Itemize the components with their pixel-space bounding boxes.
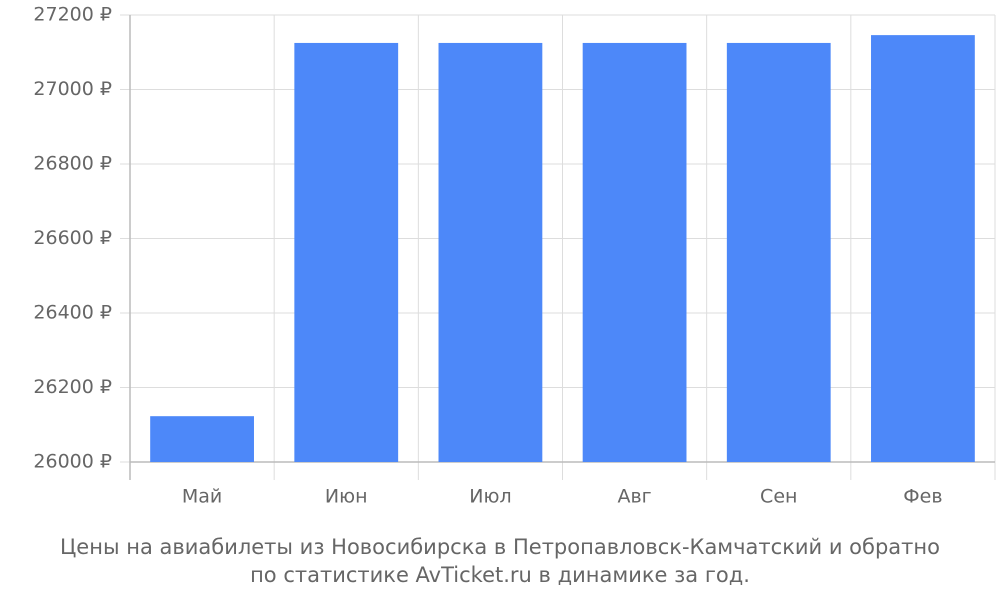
x-tick-label: Июн <box>325 486 368 508</box>
x-tick-label: Фев <box>903 486 942 508</box>
bar <box>871 35 975 463</box>
y-tick-label: 26600 ₽ <box>33 227 112 249</box>
bar <box>150 416 254 462</box>
y-tick-label: 26000 ₽ <box>33 451 112 473</box>
bar <box>726 42 831 462</box>
bar <box>582 42 687 462</box>
y-tick-label: 26400 ₽ <box>33 302 112 324</box>
y-tick-label: 27200 ₽ <box>33 4 112 26</box>
x-tick-label: Май <box>182 486 222 508</box>
chart-title: Цены на авиабилеты из Новосибирска в Пет… <box>60 535 940 559</box>
y-tick-label: 27000 ₽ <box>33 78 112 100</box>
y-tick-label: 26800 ₽ <box>33 153 112 175</box>
y-tick-label: 26200 ₽ <box>33 376 112 398</box>
x-tick-label: Июл <box>469 486 511 508</box>
bar <box>438 42 543 462</box>
chart-title: по статистике AvTicket.ru в динамике за … <box>250 563 750 587</box>
bar <box>294 42 399 462</box>
x-tick-label: Сен <box>760 486 797 508</box>
x-tick-label: Авг <box>617 486 651 508</box>
